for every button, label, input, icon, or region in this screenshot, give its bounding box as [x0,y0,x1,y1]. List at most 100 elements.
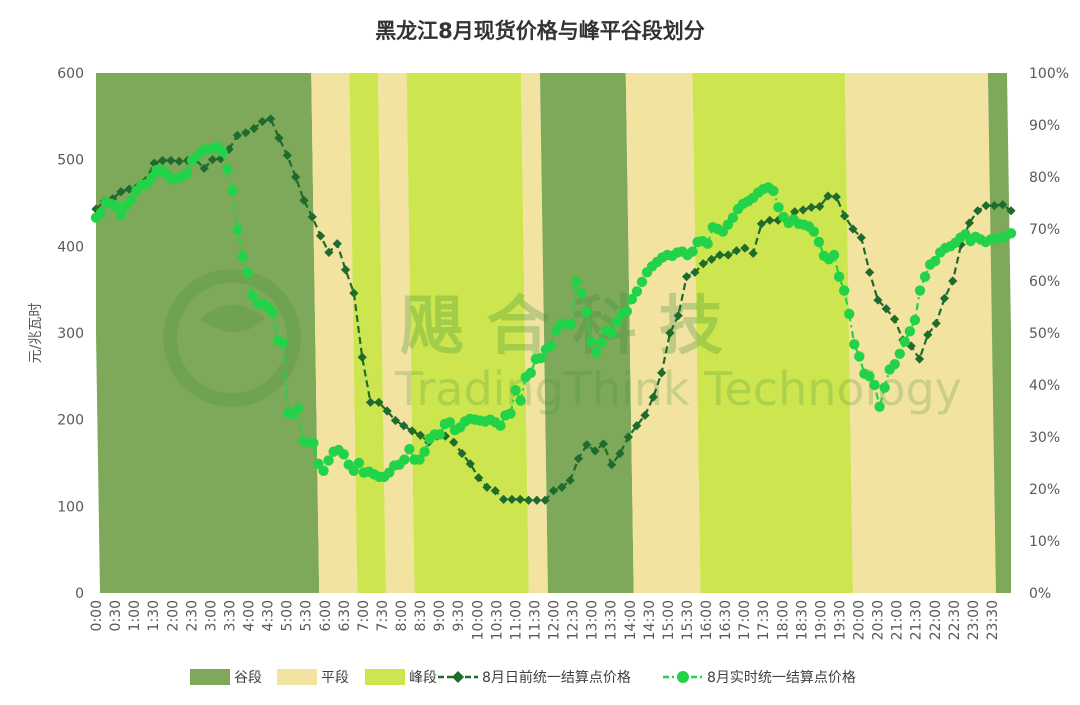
data-point [449,437,459,447]
x-tick-label: 20:30 [871,600,887,640]
data-point [571,276,582,288]
data-point [199,163,209,173]
legend-swatch [277,669,317,685]
data-point [773,202,784,213]
x-tick-label: 3:30 [222,600,238,631]
data-point [848,224,858,234]
data-point [116,187,126,197]
data-point [293,403,304,414]
data-point [919,271,931,282]
data-point [573,454,584,464]
data-point [217,146,228,158]
x-tick-label: 21:30 [909,600,925,640]
data-point [581,307,592,318]
x-tick-label: 18:00 [775,600,791,640]
legend-item-1: 平段 [277,669,349,686]
data-point [565,319,577,330]
y-axis-title: 元/兆瓦时 [28,303,44,364]
data-point [964,218,975,228]
data-point [626,294,638,305]
data-point [540,495,550,505]
x-tick-label: 10:30 [489,600,505,640]
data-point [854,351,865,362]
data-point [324,247,334,257]
x-tick-label: 16:00 [699,600,715,640]
data-point [548,486,559,496]
data-point [923,330,933,340]
series-layer [90,114,1017,505]
x-tick-label: 6:00 [318,600,334,631]
x-tick-label: 0:30 [108,600,124,631]
y2-tick-label: 60% [1029,274,1060,290]
data-point [482,482,492,492]
x-tick-label: 2:00 [165,600,181,631]
data-point [768,185,779,197]
data-point [515,494,525,504]
data-point [621,306,633,317]
data-point [505,408,516,419]
data-point [523,495,534,505]
data-point [690,267,700,277]
data-point [640,410,650,420]
data-point [606,327,617,339]
data-point [899,336,911,347]
data-point [207,155,218,165]
data-point [557,482,567,492]
x-tick-label: 14:30 [642,600,658,640]
y2-tick-label: 40% [1029,378,1060,394]
data-point [702,238,713,249]
segment-band-flat-1 [311,73,358,593]
data-point [889,359,900,370]
data-point [323,455,334,466]
x-tick-label: 8:00 [394,600,410,631]
data-point [282,150,292,160]
y-tick-label: 600 [57,66,84,82]
data-point [332,239,342,249]
x-tick-label: 12:30 [566,600,582,640]
legend: 谷段 平段 峰段 8月日前统一结算点价格 8月实时统一结算点价格 [190,669,856,686]
data-point [879,382,890,393]
data-point [909,314,921,326]
data-point [598,439,609,449]
data-point [582,440,592,450]
data-point [607,460,617,470]
x-tick-label: 15:00 [661,600,677,640]
data-point [828,249,840,261]
data-point [535,352,547,364]
x-tick-label: 19:30 [832,600,848,640]
data-point [869,379,880,391]
segment-band-flat-7 [625,73,701,593]
data-point [998,200,1008,210]
y2-tick-label: 10% [1029,534,1060,550]
x-tick-label: 20:00 [852,600,868,640]
y-axis-left: 0 100 200 300 400 500 600 [57,66,84,602]
x-tick-label: 5:00 [280,600,296,631]
data-point [157,155,168,166]
data-point [247,290,258,301]
data-point [232,224,243,236]
x-tick-label: 3:00 [203,600,219,631]
data-point [515,395,526,406]
data-point [840,211,850,221]
data-point [299,195,309,205]
data-point [914,354,925,364]
x-tick-label: 9:30 [451,600,467,631]
data-point [242,267,253,278]
data-point [576,287,587,299]
data-point [474,473,484,483]
data-point [353,457,365,469]
data-point [591,346,602,358]
data-point [390,415,401,426]
data-point [636,276,648,288]
x-tick-label: 17:30 [756,600,772,640]
x-tick-label: 23:00 [966,600,982,640]
data-point [973,206,983,216]
data-point [665,328,675,338]
x-tick-label: 18:30 [794,600,810,640]
series-0 [91,114,1016,505]
x-tick-label: 14:00 [623,600,639,640]
data-point [257,116,267,127]
data-point [222,164,233,175]
data-point [874,401,885,412]
